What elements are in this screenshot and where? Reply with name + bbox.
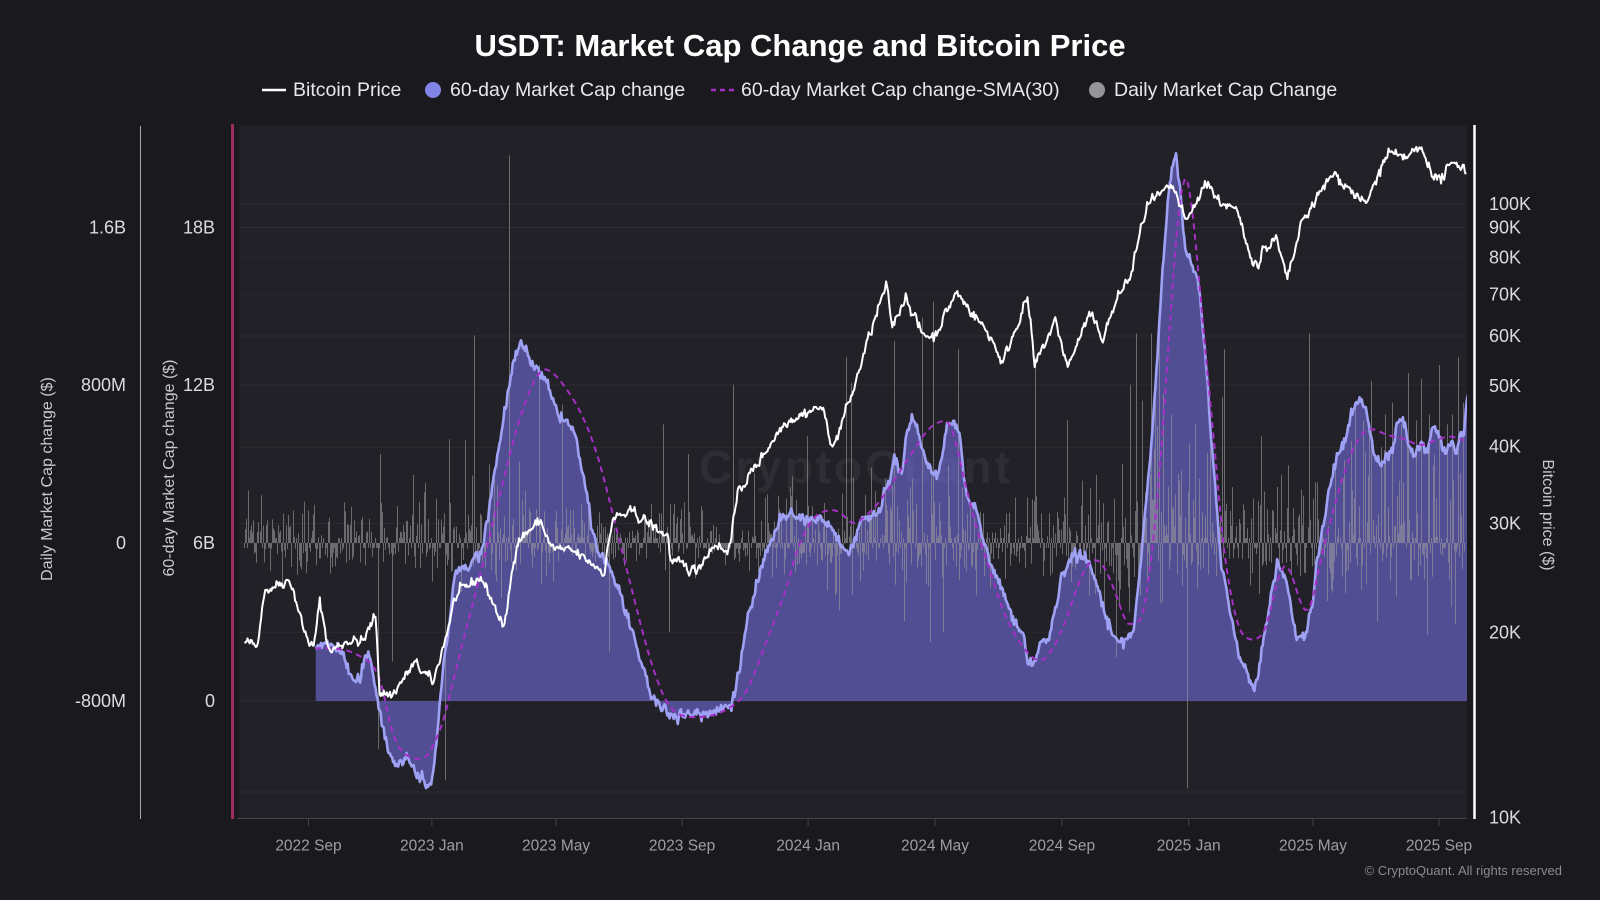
svg-text:20K: 20K — [1489, 622, 1521, 642]
svg-text:0: 0 — [116, 533, 126, 553]
svg-text:USDT: Market Cap Change and Bi: USDT: Market Cap Change and Bitcoin Pric… — [474, 28, 1125, 63]
svg-text:100K: 100K — [1489, 194, 1531, 214]
svg-text:70K: 70K — [1489, 285, 1521, 305]
svg-text:0: 0 — [205, 691, 215, 711]
svg-text:800M: 800M — [81, 375, 126, 395]
svg-text:2024 Jan: 2024 Jan — [776, 838, 840, 855]
svg-text:Bitcoin Price: Bitcoin Price — [293, 79, 401, 101]
svg-text:2025 Sep: 2025 Sep — [1406, 838, 1472, 855]
svg-text:40K: 40K — [1489, 437, 1521, 457]
svg-text:1.6B: 1.6B — [89, 218, 126, 238]
svg-text:Daily Market Cap change ($): Daily Market Cap change ($) — [39, 377, 56, 581]
svg-text:60-day Market Cap change: 60-day Market Cap change — [450, 79, 685, 101]
svg-text:60K: 60K — [1489, 326, 1521, 346]
svg-text:18B: 18B — [183, 218, 215, 238]
svg-text:2023 May: 2023 May — [522, 838, 590, 855]
svg-text:2024 May: 2024 May — [901, 838, 969, 855]
svg-text:2023 Jan: 2023 Jan — [400, 838, 464, 855]
svg-text:30K: 30K — [1489, 514, 1521, 534]
svg-text:2025 Jan: 2025 Jan — [1157, 838, 1221, 855]
svg-text:6B: 6B — [193, 533, 215, 553]
svg-text:© CryptoQuant. All rights rese: © CryptoQuant. All rights reserved — [1365, 863, 1562, 878]
svg-text:Daily Market Cap Change: Daily Market Cap Change — [1114, 79, 1337, 101]
svg-text:2024 Sep: 2024 Sep — [1029, 838, 1095, 855]
svg-text:Bitcoin price ($): Bitcoin price ($) — [1539, 459, 1556, 570]
svg-text:12B: 12B — [183, 375, 215, 395]
svg-text:2022 Sep: 2022 Sep — [275, 838, 341, 855]
svg-text:-800M: -800M — [75, 691, 126, 711]
svg-text:2025 May: 2025 May — [1279, 838, 1347, 855]
svg-text:60-day Market Cap change ($): 60-day Market Cap change ($) — [161, 360, 178, 577]
svg-text:2023 Sep: 2023 Sep — [649, 838, 715, 855]
svg-text:60-day Market Cap change-SMA(3: 60-day Market Cap change-SMA(30) — [741, 79, 1060, 101]
svg-text:80K: 80K — [1489, 247, 1521, 267]
svg-text:90K: 90K — [1489, 218, 1521, 238]
svg-text:10K: 10K — [1489, 808, 1521, 828]
svg-text:50K: 50K — [1489, 376, 1521, 396]
